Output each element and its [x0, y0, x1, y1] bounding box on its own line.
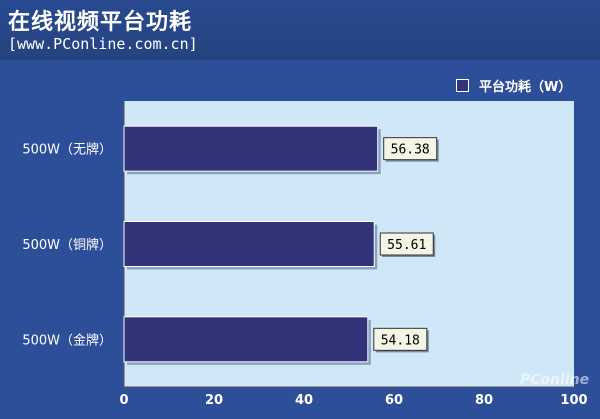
- value-label-box: [373, 327, 428, 351]
- bar: [123, 125, 379, 172]
- x-tick-label: 100: [560, 393, 587, 408]
- data-label: 54.18: [381, 333, 420, 348]
- legend-swatch: [456, 78, 469, 92]
- x-tick-label: 80: [475, 393, 493, 408]
- category-label: 500W（无牌）: [22, 142, 112, 158]
- chart-title: 在线视频平台功耗: [8, 10, 193, 35]
- category-label: 500W（金牌）: [22, 332, 112, 348]
- data-label: 55.61: [387, 238, 426, 253]
- data-label: 56.38: [391, 143, 430, 158]
- x-tick-label: 40: [295, 393, 313, 408]
- header-band: 在线视频平台功耗 [www.PConline.com.cn]: [0, 0, 600, 60]
- x-tick-label: 20: [205, 393, 223, 408]
- chart-subtitle: [www.PConline.com.cn]: [8, 35, 198, 53]
- bar: [123, 316, 369, 363]
- category-label: 500W（铜牌）: [22, 237, 112, 253]
- bar: [123, 221, 375, 267]
- x-tick-label: 60: [385, 393, 403, 408]
- value-label-box: [379, 232, 434, 256]
- x-tick-label: 0: [119, 393, 128, 408]
- legend-label: 平台功耗（W）: [479, 79, 572, 95]
- value-label-box: [383, 137, 438, 161]
- legend: 平台功耗（W）: [456, 75, 571, 95]
- watermark-logo: PConline: [520, 372, 590, 388]
